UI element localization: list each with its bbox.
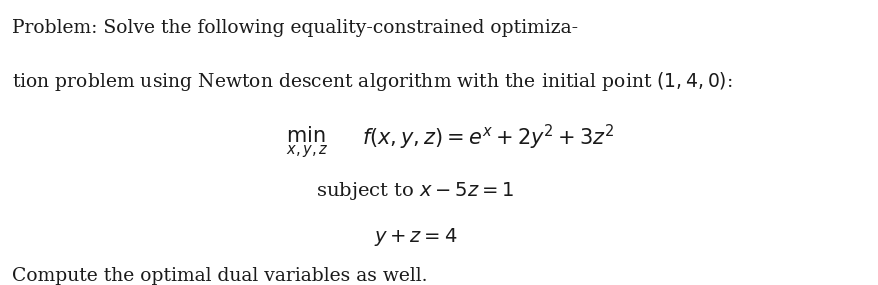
Text: tion problem using Newton descent algorithm with the initial point $(1, 4, 0)$:: tion problem using Newton descent algori… xyxy=(12,70,732,93)
Text: $f(x, y, z) = e^{x} + 2y^2 + 3z^2$: $f(x, y, z) = e^{x} + 2y^2 + 3z^2$ xyxy=(361,123,613,152)
Text: Problem: Solve the following equality-constrained optimiza-: Problem: Solve the following equality-co… xyxy=(12,19,578,37)
Text: $y + z = 4$: $y + z = 4$ xyxy=(373,226,457,248)
Text: $\underset{x,y,z}{\min}$: $\underset{x,y,z}{\min}$ xyxy=(286,124,328,160)
Text: Compute the optimal dual variables as well.: Compute the optimal dual variables as we… xyxy=(12,267,428,285)
Text: subject to $x - 5z = 1$: subject to $x - 5z = 1$ xyxy=(316,180,514,202)
